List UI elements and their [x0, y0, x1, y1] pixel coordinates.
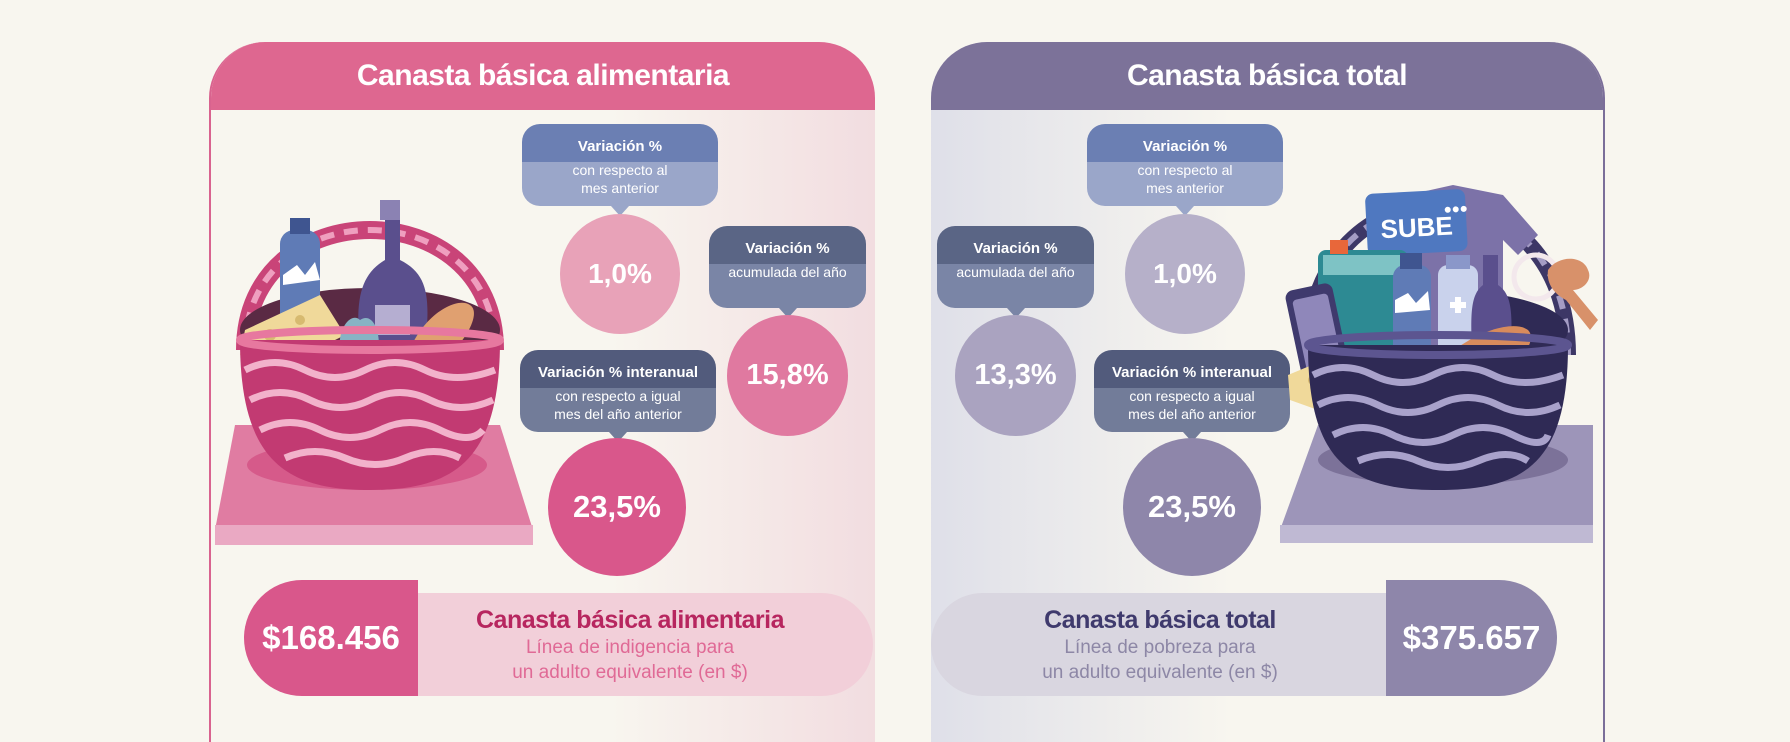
food-basket-summary-bar: [418, 593, 873, 696]
summary-line: Línea de pobreza para: [1064, 637, 1256, 658]
callout-title: Variación %: [973, 240, 1058, 257]
summary-title: Canasta básica alimentaria: [476, 606, 785, 634]
food-basket-summary-text: Canasta básica alimentaria Línea de indi…: [470, 606, 790, 685]
callout-sub: mes anterior: [581, 180, 659, 196]
food-basket-illustration: [215, 200, 533, 545]
callout-title: Variación %: [745, 240, 830, 257]
callout-title: Variación %: [577, 138, 663, 155]
callout-sub: mes anterior: [1146, 180, 1224, 196]
callout-title: Variación % interanual: [1111, 364, 1273, 381]
food-basket-price: $168.456: [244, 580, 418, 696]
callout-title: Variación % interanual: [537, 364, 699, 381]
total-basket-header: Canasta básica total: [931, 42, 1603, 110]
accumulated-variation-value: 15,8%: [727, 315, 848, 436]
interannual-variation-value: 23,5%: [548, 438, 686, 576]
callout-sub: con respecto al: [572, 162, 668, 178]
callout-sub: mes del año anterior: [1128, 406, 1256, 422]
total-basket-illustration: SUBE: [1280, 185, 1598, 543]
interannual-variation-value: 23,5%: [1123, 438, 1261, 576]
callout-sub: acumulada del año: [728, 264, 847, 280]
summary-line: Línea de indigencia para: [525, 637, 735, 658]
summary-title: Canasta básica total: [1044, 606, 1276, 634]
callout-sub: con respecto al: [1137, 162, 1233, 178]
food-basket-header: Canasta básica alimentaria: [211, 42, 875, 110]
callout-sub: con respecto a igual: [555, 388, 681, 404]
interannual-variation-callout: Variación % interanual con respecto a ig…: [520, 350, 716, 442]
monthly-variation-callout: Variación % con respecto al mes anterior: [522, 124, 718, 216]
callout-sub: acumulada del año: [956, 264, 1075, 280]
total-basket-summary-bar: [931, 593, 1386, 696]
callout-sub: con respecto a igual: [1129, 388, 1255, 404]
monthly-variation-callout: Variación % con respecto al mes anterior: [1087, 124, 1283, 216]
interannual-variation-callout: Variación % interanual con respecto a ig…: [1094, 350, 1290, 442]
callout-sub: mes del año anterior: [554, 406, 682, 422]
accumulated-variation-callout: Variación % acumulada del año: [937, 226, 1094, 318]
total-basket-summary-text: Canasta básica total Línea de pobreza pa…: [1000, 606, 1320, 685]
accumulated-variation-callout: Variación % acumulada del año: [709, 226, 866, 318]
accumulated-variation-value: 13,3%: [955, 315, 1076, 436]
monthly-variation-value: 1,0%: [560, 214, 680, 334]
total-basket-price: $375.657: [1386, 580, 1557, 696]
callout-title: Variación %: [1142, 138, 1228, 155]
sube-card-logo: SUBE: [1380, 211, 1454, 245]
monthly-variation-value: 1,0%: [1125, 214, 1245, 334]
summary-line: un adulto equivalente (en $): [512, 662, 748, 683]
summary-line: un adulto equivalente (en $): [1042, 662, 1278, 683]
